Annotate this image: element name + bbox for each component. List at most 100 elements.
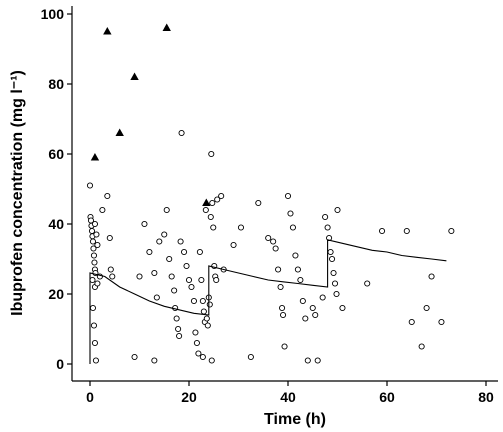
observed-point [175,325,182,333]
observed-point [292,252,299,259]
observed-point [146,248,153,256]
observed-point [324,224,331,231]
observed-point [218,192,225,200]
observed-point [287,210,294,217]
observed-point [284,192,292,200]
observed-point [203,315,210,322]
observed-point [204,322,211,329]
observed-point [89,304,97,312]
observed-point [200,308,207,315]
observed-point [272,245,279,252]
observed-point [208,357,215,364]
observed-point [195,350,202,357]
observed-point [151,357,158,364]
observed-point [314,357,321,364]
y-tick-label: 40 [48,216,64,232]
y-axis-title: Ibuprofen concentration (mg l⁻¹) [9,70,26,316]
observed-point [90,245,97,252]
observed-point [106,234,113,242]
observed-point [302,315,309,322]
observed-point [327,248,334,256]
x-tick-label: 0 [86,389,94,405]
observed-point [151,269,158,277]
y-tick-label: 0 [56,356,64,372]
y-tick-label: 20 [48,286,64,302]
outlier-triangle [130,72,139,80]
observed-point [190,297,197,305]
observed-point [209,199,216,207]
observed-point [92,357,99,364]
observed-point [136,273,143,280]
observed-point [304,357,311,364]
outlier-triangle [162,23,171,31]
observed-point [91,259,98,266]
x-tick-label: 20 [181,389,197,405]
y-tick-label: 60 [48,146,64,162]
observed-point [94,241,101,249]
observed-point [173,315,180,322]
observed-point [168,273,175,280]
outlier-triangle [202,198,211,206]
observed-point [322,213,329,221]
outlier-triangle [103,27,112,35]
observed-point [255,199,262,207]
observed-point [91,339,98,347]
observed-point [89,238,97,245]
ticks: 0 20 40 60 80 0 20 40 60 80 100 [41,6,494,405]
observed-point [90,322,98,329]
observed-point [89,276,96,284]
observed-point [265,234,272,242]
observed-point [230,241,237,249]
observed-point [289,224,297,231]
model-fit-line [89,239,447,364]
observed-point [207,213,214,221]
observed-point [188,283,195,291]
observed-point [171,287,178,294]
observed-point [163,206,170,214]
observed-point [208,150,215,158]
observed-point [90,252,98,259]
observed-point [104,192,111,200]
observed-point [161,231,168,238]
observed-point [141,220,148,228]
observed-point [297,276,304,284]
observed-point [199,353,206,361]
observed-point [334,206,341,214]
observed-point [94,280,101,287]
observed-point [178,129,185,137]
observed-point [331,280,339,287]
observed-point [312,311,319,319]
observed-point [176,332,183,340]
observed-point [330,269,337,277]
observed-point [109,273,116,280]
observed-point [192,329,199,336]
observed-point [279,311,287,319]
observed-point [193,339,200,347]
observed-point [88,227,96,235]
x-axis-title: Time (h) [264,411,326,428]
observed-point [198,276,205,284]
observed-point [277,283,284,291]
observed-point [364,280,371,287]
x-tick-label: 80 [478,389,494,405]
observed-point [202,206,209,214]
observed-point [183,262,190,270]
observed-point [319,294,326,301]
observed-point [333,290,340,298]
axes [71,6,498,382]
x-tick-label: 40 [280,389,296,405]
observed-point [153,294,160,301]
observed-point [199,297,206,305]
observed-point [329,255,336,263]
observed-point [99,206,106,214]
outlier-triangle [115,128,124,136]
observed-point [214,196,221,203]
observed-point [196,248,203,256]
observed-point [91,220,98,228]
y-tick-label: 80 [48,76,64,92]
y-tick-label: 100 [41,6,65,22]
observed-point [86,182,94,189]
observed-point [418,343,425,350]
observed-point [279,304,286,312]
observed-point [428,273,435,280]
